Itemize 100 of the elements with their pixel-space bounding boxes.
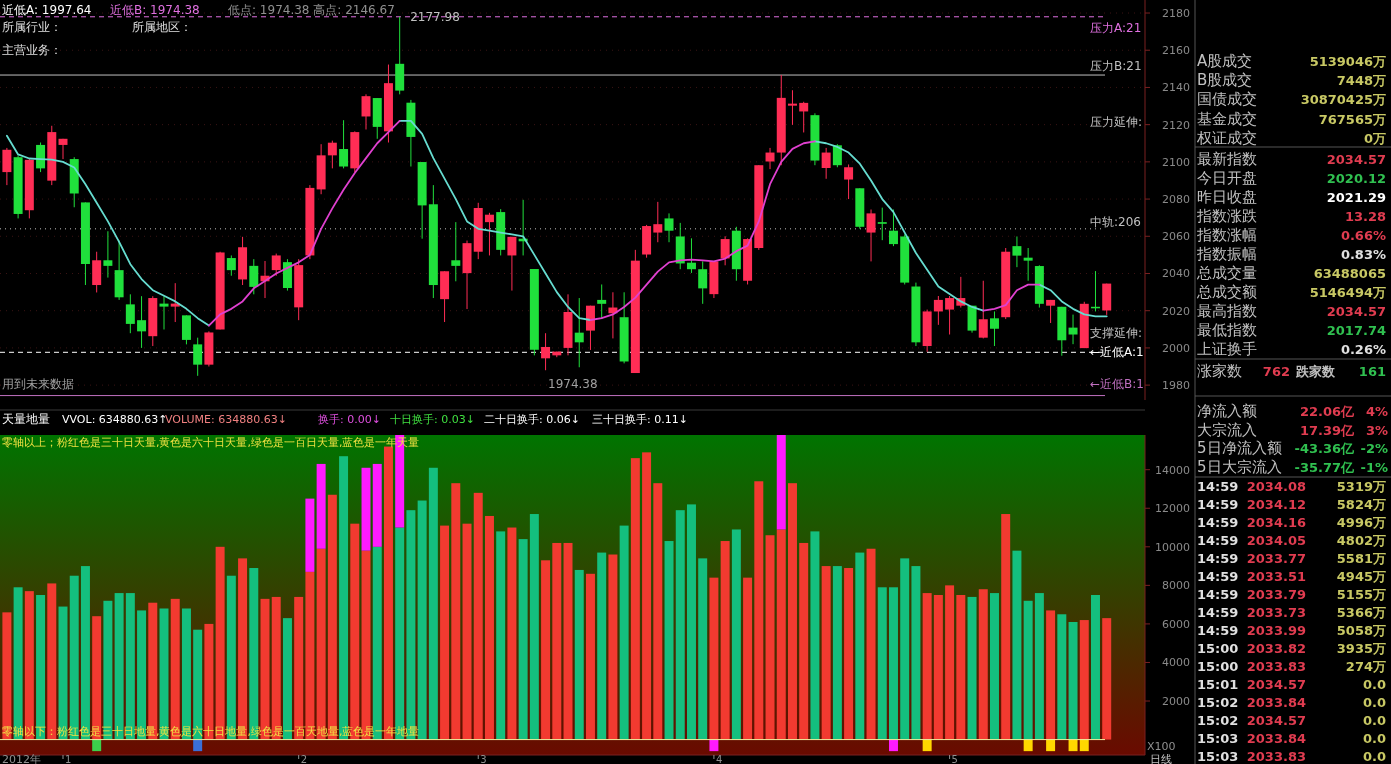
text: 2033.99 <box>1246 623 1306 638</box>
bar <box>619 525 629 740</box>
annotation: 近低B: 1974.38 <box>110 3 200 17</box>
text: 最高指数 <box>1197 302 1257 320</box>
text: 2034.57 <box>1246 677 1306 692</box>
bar <box>945 585 955 740</box>
bar <box>1023 739 1033 752</box>
text: B股成交 <box>1197 71 1253 90</box>
text: 2033.83 <box>1246 749 1306 764</box>
annotation: ←近低B:1 <box>1090 377 1144 391</box>
candlestick <box>698 260 708 305</box>
text: 指数振幅 <box>1197 245 1257 263</box>
candlestick <box>821 147 831 180</box>
bar <box>103 600 113 740</box>
annotation: 2012年 <box>2 753 41 764</box>
bar <box>597 552 607 740</box>
text: 国债成交 <box>1197 90 1257 109</box>
text: 5日净流入额 <box>1197 439 1282 458</box>
candlestick <box>787 89 797 126</box>
bar <box>653 483 663 740</box>
text: 5581万 <box>1336 551 1386 566</box>
text: 15:00 <box>1197 659 1239 674</box>
y-tick-label: 10000 <box>1155 540 1190 554</box>
text: 5366万 <box>1336 605 1386 620</box>
text: 0.66% <box>1340 228 1386 243</box>
annotation: 近低A: 1997.64 <box>2 3 92 17</box>
text: 日线 <box>1150 753 1172 764</box>
text: 3% <box>1365 422 1388 438</box>
text: 2034.05 <box>1246 533 1306 548</box>
text: -35.77亿 <box>1294 460 1354 476</box>
bar <box>226 575 236 740</box>
x-tick-label: 2 <box>300 754 308 764</box>
text: 最低指数 <box>1197 321 1257 339</box>
text: 权证成交 <box>1197 128 1257 147</box>
candlestick <box>249 258 259 295</box>
text: 0.0 <box>1362 695 1386 710</box>
bar <box>294 596 304 740</box>
y-tick-label: 2100 <box>1162 155 1190 169</box>
bar <box>204 623 214 740</box>
text: 0.0 <box>1362 713 1386 728</box>
candlestick <box>507 236 517 292</box>
text: 14:59 <box>1197 533 1239 548</box>
text: 5319万 <box>1336 479 1386 494</box>
y-tick-label: 8000 <box>1162 579 1190 593</box>
annotation: 低点: 1974.38 高点: 2146.67 <box>228 3 395 17</box>
bar <box>608 554 618 740</box>
bar <box>1068 621 1078 740</box>
candlestick <box>193 337 203 377</box>
y-tick-label: 2180 <box>1162 7 1190 21</box>
bar <box>372 463 382 547</box>
bar <box>686 504 696 740</box>
text: 2034.57 <box>1326 152 1386 167</box>
candlestick <box>36 142 46 173</box>
candlestick <box>844 163 854 200</box>
text: -43.36亿 <box>1294 441 1354 457</box>
bar <box>193 739 203 752</box>
text: 15:03 <box>1197 749 1239 764</box>
bar <box>80 566 90 740</box>
text: 4996万 <box>1336 515 1386 530</box>
text: 14:59 <box>1197 587 1239 602</box>
text: 3935万 <box>1336 641 1386 656</box>
text: 5155万 <box>1336 587 1386 602</box>
candlestick <box>888 208 898 247</box>
bar <box>529 514 539 740</box>
text: 2020.12 <box>1326 171 1386 186</box>
candlestick <box>361 93 371 130</box>
text: 2033.51 <box>1246 569 1306 584</box>
text: 2034.12 <box>1246 497 1306 512</box>
text: 2034.16 <box>1246 515 1306 530</box>
text: 5139046万 <box>1309 54 1386 69</box>
text: 30870425万 <box>1300 92 1386 108</box>
candlestick <box>1023 247 1033 282</box>
bar <box>990 593 999 740</box>
bar <box>496 531 506 740</box>
text: 跌家数 <box>1296 364 1335 379</box>
text: 15:02 <box>1197 713 1239 728</box>
y-tick-label: 2060 <box>1162 230 1190 244</box>
bar <box>574 569 584 740</box>
bar <box>1001 514 1011 740</box>
bar <box>877 587 887 740</box>
text: 63488065 <box>1313 266 1386 281</box>
bar <box>1091 595 1100 740</box>
y-tick-label: 2080 <box>1162 193 1190 207</box>
bar <box>709 739 719 752</box>
text: 2034.57 <box>1326 304 1386 319</box>
candlestick <box>765 147 775 170</box>
bar <box>552 542 562 740</box>
bar <box>922 739 932 752</box>
bar <box>956 595 966 740</box>
bar <box>642 452 652 740</box>
text: 2021.29 <box>1326 190 1386 205</box>
text: 762 <box>1262 364 1290 379</box>
bar <box>518 539 528 740</box>
text: 十日换手: 0.03↓ <box>390 413 475 426</box>
text: 5824万 <box>1336 497 1386 512</box>
candlestick <box>653 201 663 243</box>
bar <box>720 541 730 740</box>
candlestick <box>339 119 349 169</box>
bar <box>844 568 854 740</box>
candlestick <box>170 282 180 323</box>
